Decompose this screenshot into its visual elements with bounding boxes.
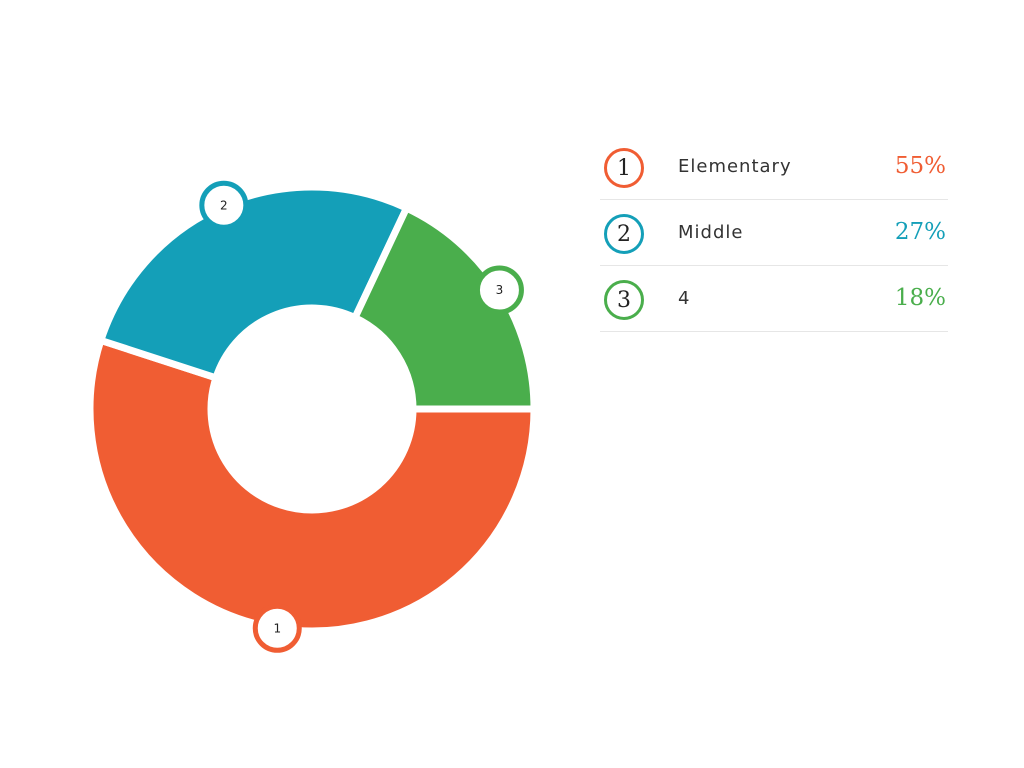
slice-badge-3: 3: [474, 265, 524, 315]
slice-badge-number: 3: [496, 283, 504, 297]
legend-row-middle: 2 Middle 27%: [600, 200, 948, 266]
slice-badge-number: 1: [273, 621, 281, 635]
legend-row-elementary: 1 Elementary 55%: [600, 134, 948, 200]
slice-badge-1: 1: [252, 603, 302, 653]
slice-badge-2: 2: [199, 180, 249, 230]
legend-value-4: 18%: [894, 285, 946, 311]
donut-slice-4: [350, 203, 538, 413]
legend-label-elementary: Elementary: [678, 156, 792, 177]
legend-value-elementary: 55%: [894, 153, 946, 179]
slice-badge-circle: [474, 265, 524, 315]
donut-slice-elementary: [86, 335, 538, 635]
donut-slice-middle: [96, 183, 412, 383]
legend-marker-1: 1: [604, 148, 644, 188]
legend-label-4: 4: [678, 288, 691, 309]
legend-marker-2: 2: [604, 214, 644, 254]
legend-row-4: 3 4 18%: [600, 266, 948, 332]
legend-value-middle: 27%: [894, 219, 946, 245]
slice-badge-circle: [252, 603, 302, 653]
slice-badge-circle: [199, 180, 249, 230]
legend: 1 Elementary 55% 2 Middle 27% 3 4 18%: [600, 134, 948, 332]
legend-marker-3: 3: [604, 280, 644, 320]
legend-label-middle: Middle: [678, 222, 744, 243]
slice-badge-number: 2: [220, 198, 228, 212]
